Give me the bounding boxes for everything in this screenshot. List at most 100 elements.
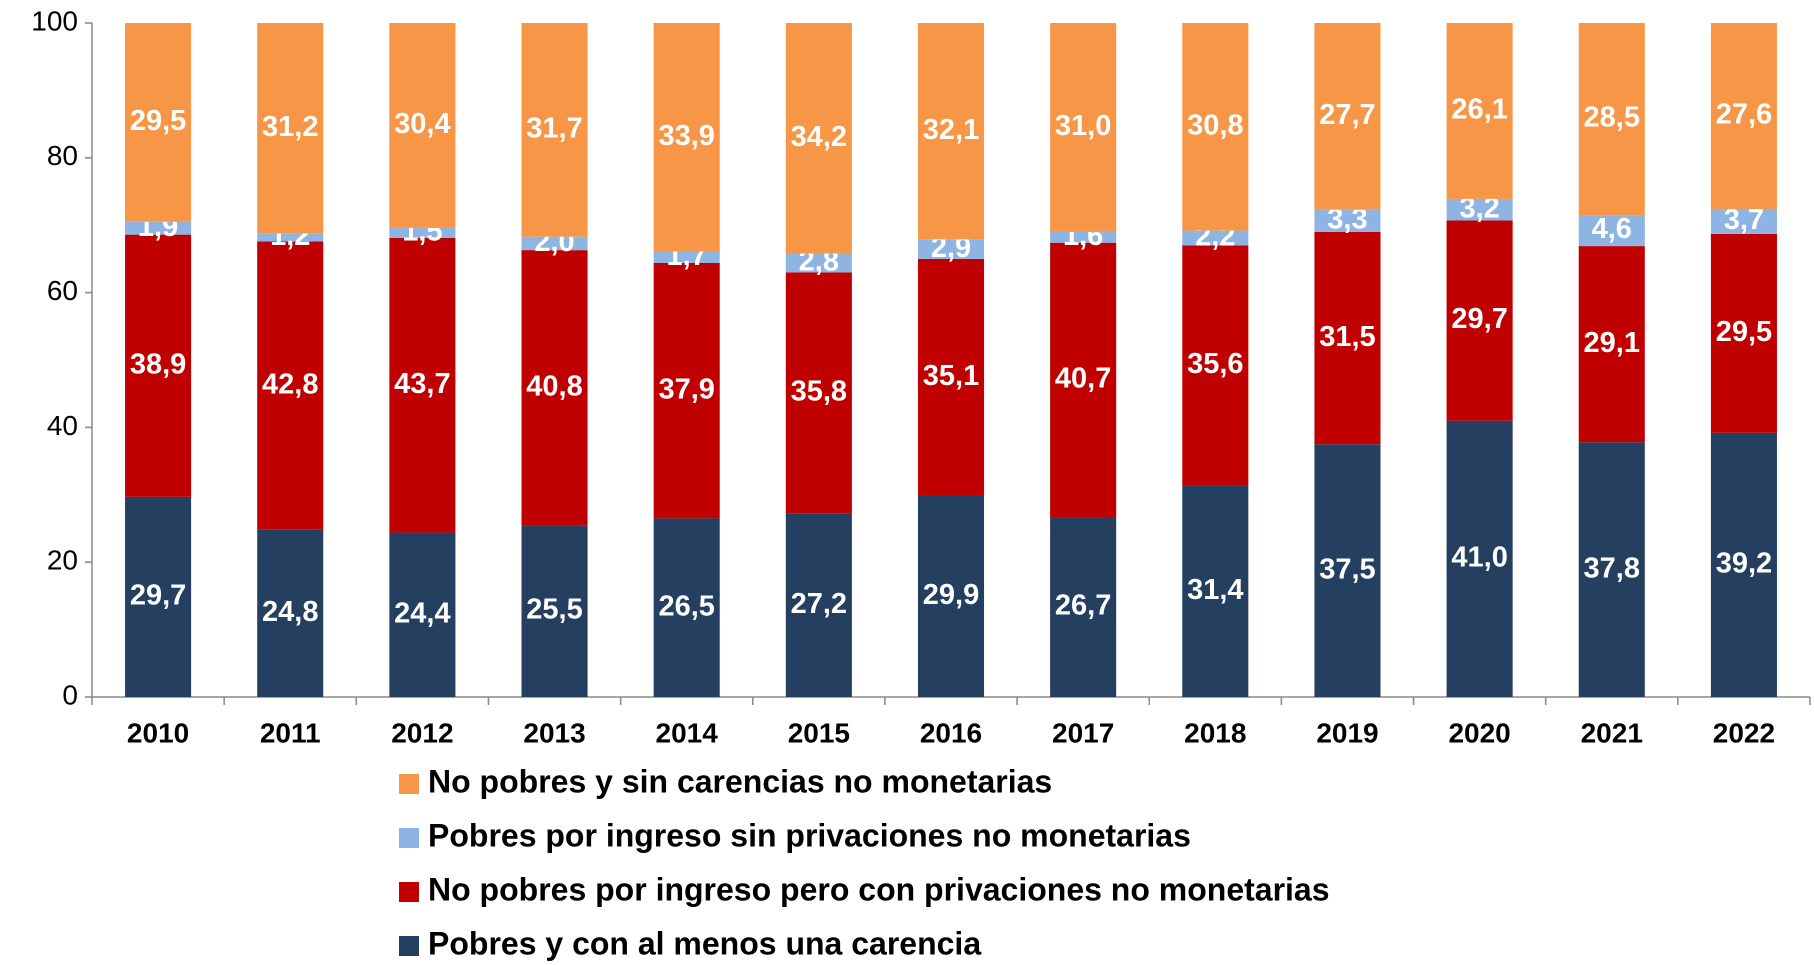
legend-label: Pobres por ingreso sin privaciones no mo… — [428, 817, 1191, 853]
legend-label: No pobres por ingreso pero con privacion… — [428, 871, 1330, 907]
bar-segment — [389, 532, 456, 697]
bar-segment — [257, 529, 324, 697]
y-tick-label: 20 — [47, 545, 78, 576]
data-label: 27,7 — [1319, 99, 1375, 131]
bar-segment — [389, 238, 456, 533]
bar-segment — [653, 23, 720, 252]
bar-segment — [1578, 215, 1645, 247]
bar-segment — [785, 513, 852, 697]
bar-segment — [917, 495, 985, 697]
x-tick-label: 2020 — [1448, 717, 1510, 748]
data-label: 28,5 — [1584, 102, 1640, 134]
y-tick-label: 80 — [47, 140, 78, 171]
data-label: 27,2 — [791, 588, 847, 620]
bar-segment — [257, 233, 324, 242]
bar-segment — [785, 23, 852, 254]
bar-segment — [1446, 23, 1513, 199]
bar-segment — [917, 239, 985, 259]
y-tick-label: 0 — [62, 679, 78, 710]
bar-segment — [125, 23, 192, 222]
data-label: 35,6 — [1187, 348, 1243, 380]
bar-segment — [653, 251, 720, 263]
x-tick-label: 2015 — [788, 717, 850, 748]
bar-segment — [1314, 23, 1381, 210]
data-label: 34,2 — [791, 121, 847, 153]
data-label: 25,5 — [526, 594, 582, 626]
bar-segment — [1182, 485, 1249, 697]
data-label: 26,5 — [658, 590, 714, 622]
bar-segment — [653, 262, 720, 519]
bar-segment — [1446, 220, 1513, 421]
data-label: 3,7 — [1724, 204, 1764, 236]
data-label: 29,7 — [130, 580, 186, 612]
bar-segment — [125, 496, 192, 697]
x-tick-label: 2021 — [1581, 717, 1643, 748]
data-label: 29,9 — [923, 579, 979, 611]
y-tick-label: 100 — [31, 5, 78, 36]
data-label: 26,7 — [1055, 590, 1111, 622]
bar-segment — [917, 23, 985, 240]
data-label: 38,9 — [130, 348, 186, 380]
data-label: 31,7 — [526, 112, 582, 144]
x-tick-label: 2018 — [1184, 717, 1246, 748]
bar-segment — [1710, 233, 1777, 433]
bar-segment — [1182, 23, 1249, 231]
x-tick-label: 2019 — [1316, 717, 1378, 748]
data-label: 33,9 — [658, 120, 714, 152]
data-label: 40,7 — [1055, 363, 1111, 395]
data-label: 24,8 — [262, 596, 318, 628]
bar-segment — [1446, 420, 1513, 697]
bar-segment — [785, 272, 852, 514]
x-tick-label: 2011 — [260, 717, 321, 748]
legend-swatch — [399, 936, 419, 956]
bar-segment — [1710, 209, 1777, 234]
bar-segment — [1050, 242, 1117, 518]
bar-segment — [389, 227, 456, 239]
data-label: 30,8 — [1187, 109, 1243, 141]
data-label: 32,1 — [923, 114, 979, 146]
bar-segment — [1710, 23, 1777, 210]
bar-segment — [1050, 23, 1117, 232]
x-tick-label: 2010 — [127, 717, 189, 748]
data-label: 37,9 — [658, 373, 714, 405]
data-label: 39,2 — [1716, 548, 1772, 580]
data-label: 26,1 — [1451, 94, 1507, 126]
data-label: 42,8 — [262, 368, 318, 400]
bar-segment — [1050, 517, 1117, 697]
bar-segment — [1182, 230, 1249, 246]
data-label: 35,1 — [923, 360, 979, 392]
bar-segment — [257, 241, 324, 530]
legend-label: No pobres y sin carencias no monetarias — [428, 763, 1052, 799]
x-tick-label: 2012 — [391, 717, 453, 748]
data-label: 29,5 — [1716, 316, 1772, 348]
data-label: 4,6 — [1592, 213, 1632, 245]
bar-segment — [1578, 442, 1645, 697]
y-tick-label: 40 — [47, 410, 78, 441]
bar-segment — [521, 23, 588, 237]
data-label: 29,5 — [130, 105, 186, 137]
data-label: 37,8 — [1584, 552, 1640, 584]
bar-segment — [125, 221, 192, 235]
bar-segment — [1578, 23, 1645, 216]
data-label: 31,4 — [1187, 574, 1243, 606]
data-label: 31,5 — [1319, 321, 1375, 353]
data-label: 29,1 — [1584, 327, 1640, 359]
bar-segment — [125, 234, 192, 497]
legend-label: Pobres y con al menos una carencia — [428, 925, 981, 961]
bar-segment — [917, 258, 985, 496]
bar-segment — [1050, 231, 1117, 243]
y-tick-label: 60 — [47, 275, 78, 306]
bar-segment — [1578, 246, 1645, 443]
legend-swatch — [399, 882, 419, 902]
x-tick-label: 2013 — [523, 717, 585, 748]
bar-segment — [389, 23, 456, 228]
data-label: 31,0 — [1055, 110, 1111, 142]
data-label: 30,4 — [394, 108, 450, 140]
legend-swatch — [399, 828, 419, 848]
data-label: 31,2 — [262, 111, 318, 143]
bar-segment — [785, 253, 852, 273]
x-tick-label: 2016 — [920, 717, 982, 748]
bar-segment — [1182, 245, 1249, 486]
bar-segment — [1314, 231, 1381, 445]
